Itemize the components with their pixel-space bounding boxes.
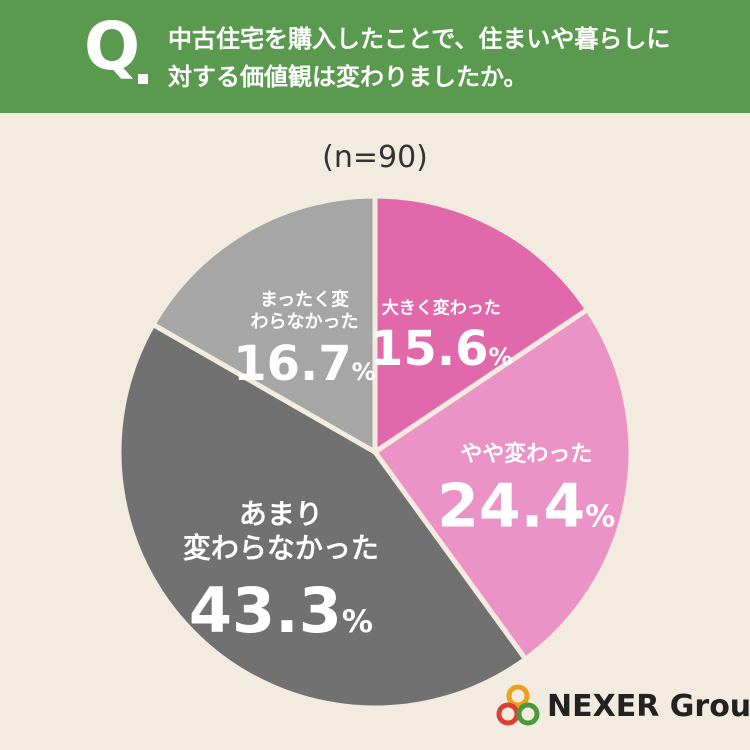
q-dot bbox=[138, 74, 148, 84]
pie-slice bbox=[372, 306, 634, 662]
percent-unit: % bbox=[488, 343, 512, 371]
sample-size: (n=90) bbox=[322, 140, 428, 175]
slice-name-label: 大きく変わった bbox=[382, 298, 501, 319]
pie-slices bbox=[116, 193, 634, 711]
percent-unit: % bbox=[342, 604, 373, 640]
percent-unit: % bbox=[352, 358, 376, 386]
q-mark: Q bbox=[84, 8, 141, 85]
slice-name-label: あまり bbox=[239, 498, 323, 531]
question-text: 中古住宅を購入したことで、住まいや暮らしに 対する価値観は変わりましたか。 bbox=[168, 25, 671, 91]
question-header: Q 中古住宅を購入したことで、住まいや暮らしに 対する価値観は変わりましたか。 bbox=[0, 0, 750, 113]
pie-slice bbox=[116, 321, 528, 711]
percent-unit: % bbox=[585, 499, 615, 534]
pie-slice bbox=[150, 193, 378, 455]
nexer-logo: NEXER Group bbox=[495, 684, 750, 728]
slice-name-label: わらなかった bbox=[250, 311, 358, 332]
logo-mark-icon bbox=[495, 684, 541, 728]
slice-name-label: まったく変 bbox=[260, 288, 349, 310]
logo-text: NEXER Group bbox=[547, 688, 750, 724]
slice-name-label: 変わらなかった bbox=[183, 532, 379, 565]
slice-name-label: やや変わった bbox=[460, 441, 592, 467]
pie-slice bbox=[372, 193, 591, 455]
pie-labels: 大きく変わった15.6%やや変わった24.4%あまり変わらなかった43.3%まっ… bbox=[183, 288, 615, 647]
